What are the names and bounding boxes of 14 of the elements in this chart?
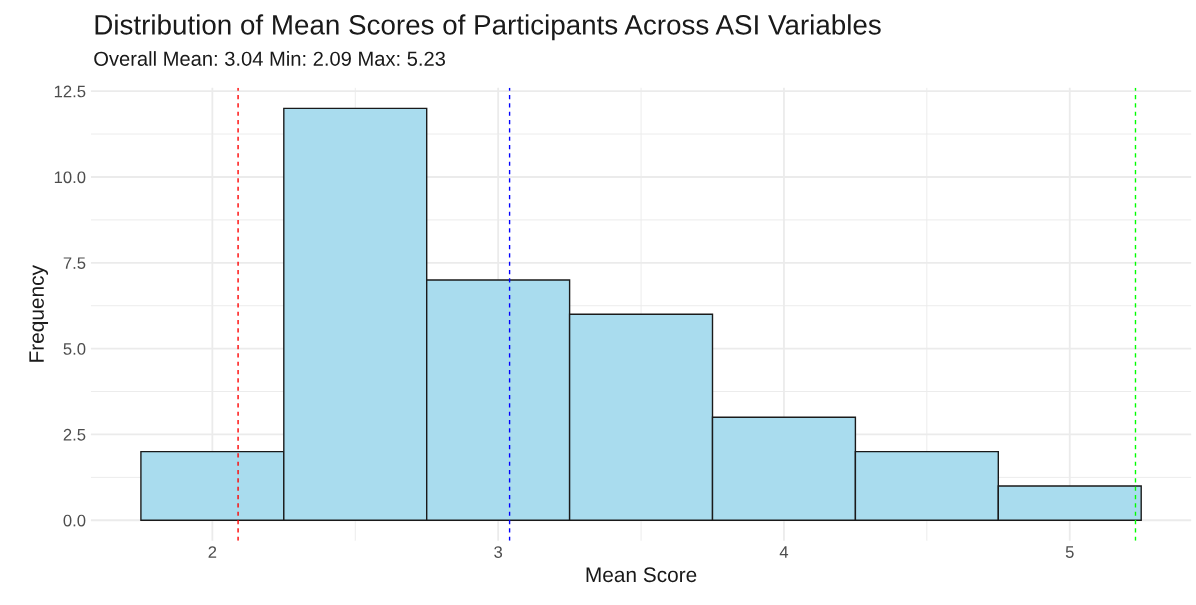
- x-axis-title: Mean Score: [586, 567, 697, 583]
- y-axis-title: Frequency: [29, 265, 49, 362]
- y-tick-label: 10.0: [54, 171, 86, 184]
- chart-subtitle: Overall Mean: 3.04 Min: 2.09 Max: 5.23: [94, 51, 446, 66]
- y-tick-label: 2.5: [63, 428, 86, 441]
- x-tick-label: 2: [208, 546, 217, 558]
- x-tick-label: 4: [779, 546, 789, 558]
- y-tick-label: 5.0: [63, 343, 86, 355]
- y-tick-label: 12.5: [54, 85, 86, 98]
- x-tick-label: 3: [494, 546, 503, 558]
- chart-title: Distribution of Mean Scores of Participants Across ASI Variables: [95, 14, 881, 41]
- x-tick-label: 5: [1065, 546, 1074, 558]
- y-tick-label: 7.5: [63, 257, 86, 270]
- y-tick-label: 0.0: [63, 514, 86, 527]
